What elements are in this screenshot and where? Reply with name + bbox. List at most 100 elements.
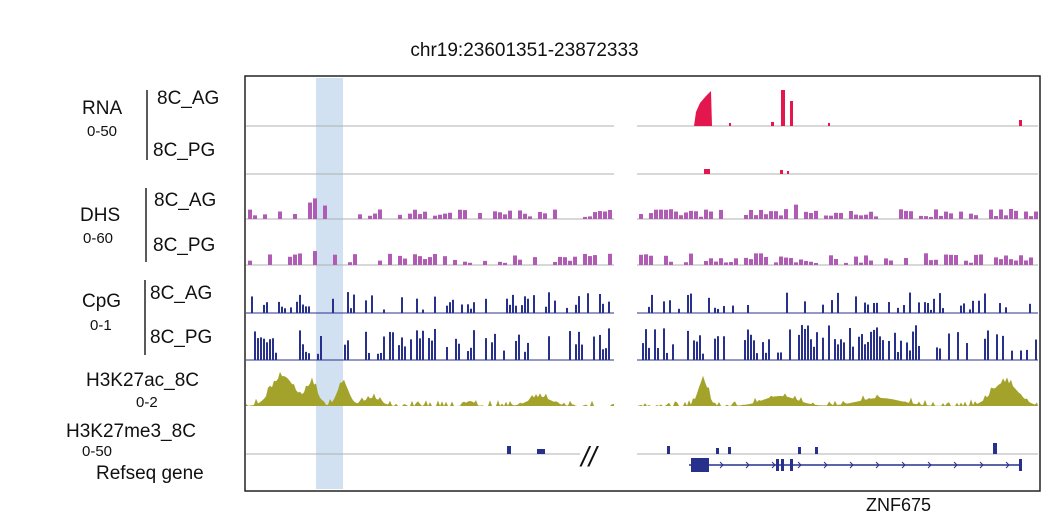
cpg-pg-signal — [254, 325, 1037, 360]
signal-bar — [663, 328, 665, 360]
signal-bar — [581, 344, 583, 360]
signal-bar — [494, 333, 496, 360]
signal-bar — [809, 213, 813, 219]
signal-bar — [994, 257, 998, 265]
signal-bar — [448, 212, 452, 219]
signal-bar — [428, 257, 432, 265]
signal-bar — [724, 262, 728, 265]
dhs-ag-signal — [248, 198, 1038, 219]
signal-bar — [869, 260, 873, 265]
signal-bar — [903, 305, 905, 313]
signal-bar — [867, 304, 869, 313]
signal-bar — [1024, 260, 1028, 265]
signal-bar — [493, 211, 497, 219]
signal-bar — [814, 262, 818, 265]
signal-bar — [927, 302, 929, 313]
rna-bar — [781, 90, 785, 126]
signal-bar — [1002, 335, 1004, 360]
rna-pg-signal — [704, 169, 789, 174]
signal-bar — [515, 305, 517, 313]
signal-bar — [608, 253, 612, 265]
signal-bar — [512, 294, 514, 313]
signal-bar — [418, 256, 422, 265]
signal-bar — [822, 337, 824, 360]
signal-bar — [608, 301, 610, 313]
signal-bar — [298, 253, 302, 265]
signal-bar — [942, 308, 944, 313]
signal-bar — [433, 254, 437, 265]
signal-bar — [524, 351, 526, 360]
signal-bar — [754, 253, 758, 265]
signal-bar — [608, 328, 610, 360]
h3k27me3-bar — [667, 446, 670, 454]
strand-arrow — [771, 461, 776, 469]
gene-exon — [1019, 459, 1022, 471]
signal-bar — [762, 342, 764, 360]
signal-bar — [693, 340, 695, 360]
signal-bar — [696, 341, 698, 360]
signal-bar — [302, 304, 304, 313]
signal-bar — [266, 302, 268, 313]
signal-bar — [829, 255, 833, 265]
rna-track-pg: 8C_PG — [153, 140, 216, 161]
signal-bar — [678, 308, 680, 313]
rna-group-name: RNA — [82, 98, 123, 119]
group-label-dividers — [144, 90, 148, 355]
signal-bar — [924, 216, 928, 219]
signal-bar — [709, 258, 713, 265]
h3k27me3-bar — [798, 447, 801, 454]
signal-bar — [694, 211, 698, 219]
signal-bar — [769, 211, 773, 219]
signal-bar — [904, 258, 908, 265]
signal-bar — [558, 256, 562, 265]
signal-bar — [644, 254, 648, 265]
signal-bar — [897, 307, 899, 313]
signal-bar — [829, 215, 833, 219]
signal-bar — [999, 209, 1003, 219]
signal-bar — [463, 261, 467, 265]
signal-bar — [433, 215, 437, 219]
signal-bar — [422, 309, 424, 313]
signal-bar — [423, 259, 427, 265]
signal-bar — [909, 350, 911, 360]
signal-bar — [383, 336, 385, 360]
rna-bar — [729, 123, 731, 126]
signal-bar — [984, 338, 986, 360]
signal-bar — [699, 216, 703, 219]
strand-arrow — [849, 461, 854, 469]
signal-bar — [528, 216, 532, 219]
signal-bar — [605, 348, 607, 360]
signal-bar — [515, 340, 517, 360]
signal-bar — [906, 342, 908, 360]
signal-bar — [844, 262, 848, 265]
signal-bar — [313, 251, 317, 265]
rna-range: 0-50 — [87, 123, 118, 140]
signal-bar — [974, 254, 978, 265]
signal-bar — [723, 306, 725, 313]
signal-bar — [794, 204, 798, 219]
signal-bar — [485, 298, 487, 313]
signal-bar — [669, 209, 673, 219]
signal-bar — [461, 304, 463, 313]
signal-bar — [389, 331, 391, 360]
signal-bar — [608, 209, 612, 219]
signal-bar — [934, 209, 938, 219]
signal-bar — [648, 306, 650, 313]
signal-bar — [398, 255, 402, 265]
signal-bar — [254, 331, 256, 360]
gene-exon — [691, 458, 709, 472]
signal-bar — [344, 344, 346, 360]
signal-bar — [809, 261, 813, 265]
signal-bar — [864, 214, 868, 219]
signal-bar — [1035, 339, 1037, 360]
signal-bar — [837, 344, 839, 360]
signal-bar — [749, 209, 753, 219]
signal-bar — [455, 338, 457, 360]
signal-bar — [779, 256, 783, 265]
signal-bar — [666, 352, 668, 360]
signal-bar — [350, 308, 352, 313]
gene-name: ZNF675 — [866, 495, 932, 515]
signal-bar — [422, 330, 424, 360]
signal-bar — [664, 209, 668, 219]
signal-bar — [734, 258, 738, 265]
